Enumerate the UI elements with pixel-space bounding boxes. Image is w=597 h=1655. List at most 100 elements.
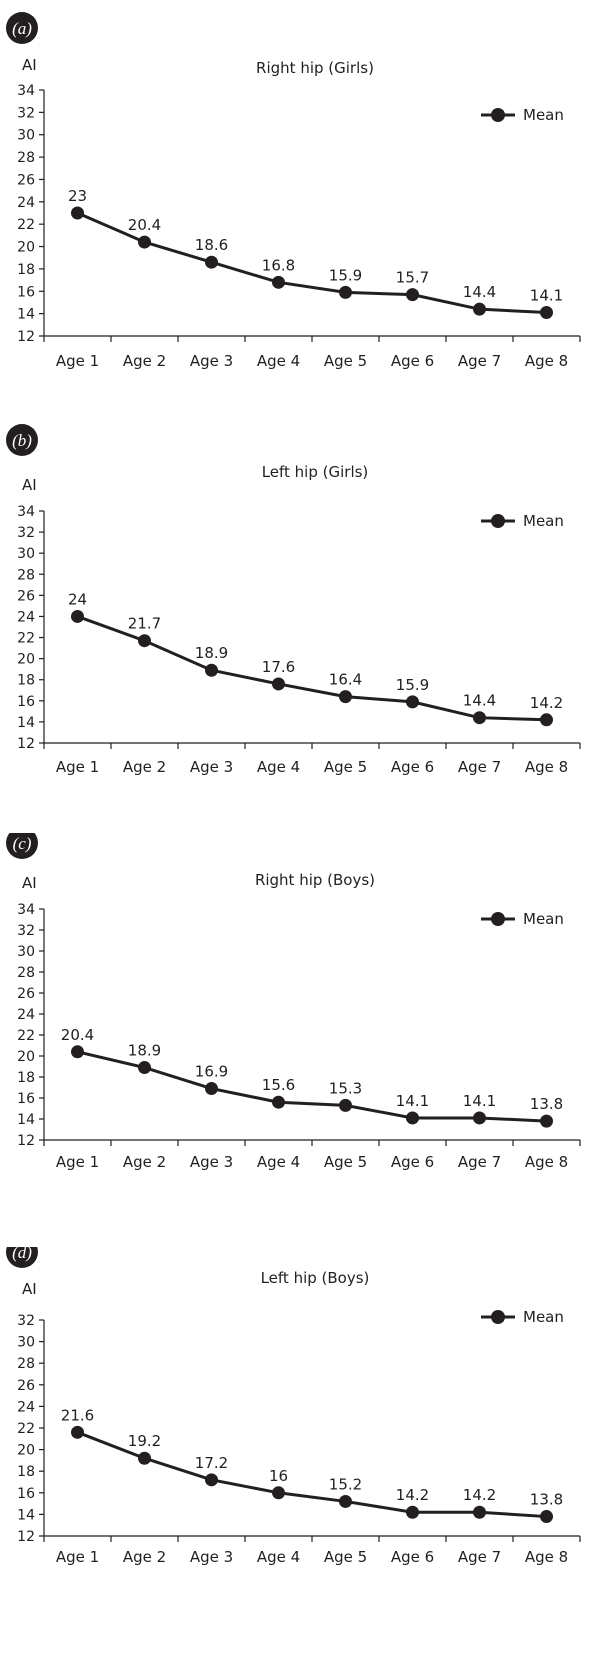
- panel-badge: [6, 833, 38, 859]
- y-tick-label: 12: [17, 329, 35, 345]
- y-tick-label: 26: [17, 986, 35, 1002]
- x-tick-label: Age 2: [123, 1548, 166, 1566]
- data-point: [71, 1425, 84, 1439]
- y-tick-label: 32: [17, 525, 35, 541]
- legend-label: Mean: [523, 1308, 564, 1326]
- chart-panel-a: (a) AI Right hip (Girls) 12 14 16 18 20 22 24 26 28…: [0, 0, 597, 408]
- data-label: 17.6: [262, 658, 295, 676]
- series-line-mean: [76, 1430, 547, 1519]
- data-point: [339, 1494, 352, 1508]
- y-tick-label: 26: [17, 588, 35, 604]
- y-tick-label: 22: [17, 1421, 35, 1437]
- data-point: [272, 677, 285, 691]
- data-point: [272, 275, 285, 289]
- data-label: 18.6: [195, 236, 228, 254]
- x-tick-label: Age 1: [56, 352, 99, 370]
- y-tick-label: 20: [17, 240, 35, 256]
- data-point: [339, 690, 352, 704]
- y-tick-label: 16: [17, 694, 35, 710]
- series-line-mean: [76, 211, 547, 315]
- x-tick-label: Age 3: [190, 352, 233, 370]
- data-point: [473, 1111, 486, 1125]
- y-tick-label: 22: [17, 1028, 35, 1044]
- y-tick-label: 12: [17, 1529, 35, 1545]
- data-label: 16: [269, 1467, 288, 1485]
- x-tick-label: Age 8: [525, 1153, 568, 1171]
- y-tick-label: 28: [17, 567, 35, 583]
- x-tick-label: Age 1: [56, 1548, 99, 1566]
- y-tick-label: 18: [17, 1070, 35, 1086]
- y-axis-label: AI: [22, 476, 37, 494]
- y-tick-label: 24: [17, 609, 35, 625]
- x-tick-label: Age 7: [458, 352, 501, 370]
- y-tick-label: 22: [17, 631, 35, 647]
- x-tick-label: Age 4: [257, 352, 300, 370]
- y-tick-label: 24: [17, 1007, 35, 1023]
- x-tick-label: Age 6: [391, 352, 434, 370]
- y-tick-label: 24: [17, 1399, 35, 1415]
- data-label: 15.3: [329, 1079, 362, 1097]
- y-tick-label: 14: [17, 1112, 35, 1128]
- x-tick-label: Age 3: [190, 758, 233, 776]
- data-label: 13.8: [530, 1095, 563, 1113]
- data-point: [339, 285, 352, 299]
- y-tick-label: 28: [17, 1356, 35, 1372]
- y-axis-label: AI: [22, 1280, 37, 1298]
- data-label: 24: [68, 590, 87, 608]
- data-point: [138, 235, 151, 249]
- data-point: [540, 1510, 553, 1524]
- data-point: [473, 1505, 486, 1519]
- y-tick-label: 22: [17, 217, 35, 233]
- data-label: 14.2: [396, 1486, 429, 1504]
- y-tick-label: 34: [17, 504, 35, 520]
- x-tick-label: Age 4: [257, 1153, 300, 1171]
- legend: Mean: [481, 1308, 564, 1326]
- data-label: 14.4: [463, 283, 496, 301]
- x-tick-label: Age 7: [458, 758, 501, 776]
- data-point: [205, 255, 218, 269]
- y-tick-label: 12: [17, 1133, 35, 1149]
- data-label: 15.6: [262, 1076, 295, 1094]
- data-point: [406, 1111, 419, 1125]
- x-tick-label: Age 1: [56, 1153, 99, 1171]
- data-point: [138, 1061, 151, 1075]
- chart-svg: (c) AI Right hip (Boys) 12 14 16 18 20 22 24 26 28 3…: [6, 833, 581, 1171]
- y-tick-label: 16: [17, 284, 35, 300]
- data-point: [339, 1098, 352, 1112]
- x-tick-label: Age 8: [525, 1548, 568, 1566]
- data-label: 14.1: [396, 1092, 429, 1110]
- y-tick-label: 32: [17, 923, 35, 939]
- data-label: 15.9: [329, 266, 362, 284]
- chart-title: Left hip (Boys): [261, 1269, 370, 1287]
- x-tick-label: Age 7: [458, 1548, 501, 1566]
- data-label: 15.2: [329, 1475, 362, 1493]
- data-label: 21.6: [61, 1406, 94, 1424]
- y-tick-label: 26: [17, 172, 35, 188]
- y-tick-label: 28: [17, 965, 35, 981]
- data-point: [540, 1114, 553, 1128]
- x-tick-label: Age 3: [190, 1153, 233, 1171]
- data-label: 14.1: [463, 1092, 496, 1110]
- x-tick-label: Age 3: [190, 1548, 233, 1566]
- y-axis-label: AI: [22, 56, 37, 74]
- chart-title: Right hip (Girls): [256, 59, 374, 77]
- y-tick-label: 14: [17, 715, 35, 731]
- y-tick-label: 30: [17, 1335, 35, 1351]
- panel-label: (a): [12, 19, 32, 38]
- y-tick-label: 18: [17, 673, 35, 689]
- x-tick-label: Age 5: [324, 1548, 367, 1566]
- x-tick-label: Age 5: [324, 758, 367, 776]
- panel-badge: [6, 1247, 38, 1268]
- data-label: 20.4: [61, 1026, 94, 1044]
- data-label: 23: [68, 187, 87, 205]
- y-tick-label: 16: [17, 1091, 35, 1107]
- y-tick-label: 20: [17, 1443, 35, 1459]
- x-tick-label: Age 2: [123, 1153, 166, 1171]
- y-tick-label: 34: [17, 902, 35, 918]
- x-tick-label: Age 6: [391, 1153, 434, 1171]
- data-point: [406, 695, 419, 709]
- panel-badge: [6, 424, 38, 456]
- data-label: 18.9: [128, 1042, 161, 1060]
- y-tick-label: 18: [17, 1464, 35, 1480]
- y-axis-label: AI: [22, 874, 37, 892]
